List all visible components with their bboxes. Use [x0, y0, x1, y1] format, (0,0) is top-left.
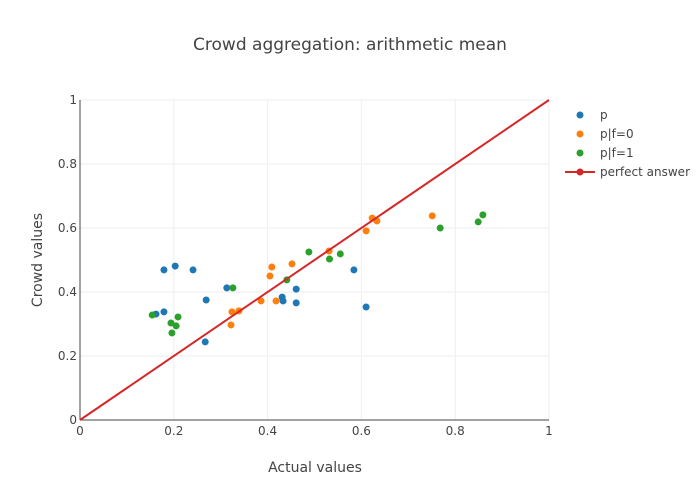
x-tick-label: 0.4: [258, 424, 277, 438]
data-point-p-f-1: [229, 284, 237, 292]
x-axis-label: Actual values: [268, 460, 362, 476]
data-point-p: [189, 266, 197, 274]
legend-item-label[interactable]: p: [600, 108, 608, 122]
x-tick-label: 1: [545, 424, 553, 438]
data-point-p-f-0: [228, 308, 236, 316]
data-point-p-f-1: [474, 218, 482, 226]
data-point-p-f-1: [168, 329, 176, 337]
data-point-p: [171, 262, 179, 270]
x-tick-label: 0.8: [446, 424, 465, 438]
data-point-p: [223, 284, 231, 292]
data-point-p: [160, 266, 168, 274]
data-point-p-f-0: [268, 263, 276, 271]
y-tick-label: 0.8: [58, 157, 77, 171]
data-point-p: [279, 297, 287, 305]
data-point-p-f-0: [266, 272, 274, 280]
data-point-p-f-0: [272, 297, 280, 305]
y-tick-label: 1: [69, 93, 77, 107]
y-tick-label: 0.4: [58, 285, 77, 299]
y-axis-label: Crowd values: [30, 213, 46, 307]
data-point-p-f-1: [305, 248, 313, 256]
data-point-p-f-0: [288, 260, 296, 268]
y-tick-label: 0.2: [58, 349, 77, 363]
data-point-p: [201, 338, 209, 346]
legend[interactable]: p p|f=0 p|f=1 perfect answer: [565, 108, 690, 179]
y-tick-label: 0.6: [58, 221, 77, 235]
data-point-p: [292, 285, 300, 293]
x-tick-label: 0.6: [352, 424, 371, 438]
data-point-p-f-0: [362, 227, 370, 235]
data-point-p-f-1: [174, 313, 182, 321]
data-point-p-f-1: [479, 211, 487, 219]
data-point-p-f-1: [167, 319, 175, 327]
data-point-p-f-1: [336, 250, 344, 258]
legend-marker-icon: [576, 149, 584, 157]
data-point-p: [292, 299, 300, 307]
legend-marker-icon: [576, 130, 584, 138]
y-tick-label: 0: [69, 413, 77, 427]
chart-title: Crowd aggregation: arithmetic mean: [193, 35, 507, 55]
data-point-p-f-1: [436, 224, 444, 232]
data-point-p-f-0: [428, 212, 436, 220]
data-point-p-f-0: [257, 297, 265, 305]
data-point-p: [350, 266, 358, 274]
data-point-p: [362, 303, 370, 311]
data-point-p-f-1: [172, 322, 180, 330]
legend-marker-icon: [576, 168, 584, 176]
legend-marker-icon: [576, 111, 584, 119]
series-line-perfect-answer: [79, 99, 550, 421]
data-point-p-f-1: [148, 311, 156, 319]
x-tick-label: 0: [76, 424, 84, 438]
legend-item-label[interactable]: p|f=0: [600, 127, 634, 141]
x-tick-label: 0.2: [164, 424, 183, 438]
legend-item-label[interactable]: p|f=1: [600, 146, 634, 160]
data-point-p: [160, 308, 168, 316]
legend-item-label[interactable]: perfect answer: [600, 165, 690, 179]
data-point-p-f-1: [326, 255, 334, 263]
data-point-p-f-0: [227, 321, 235, 329]
data-point-p: [202, 296, 210, 304]
